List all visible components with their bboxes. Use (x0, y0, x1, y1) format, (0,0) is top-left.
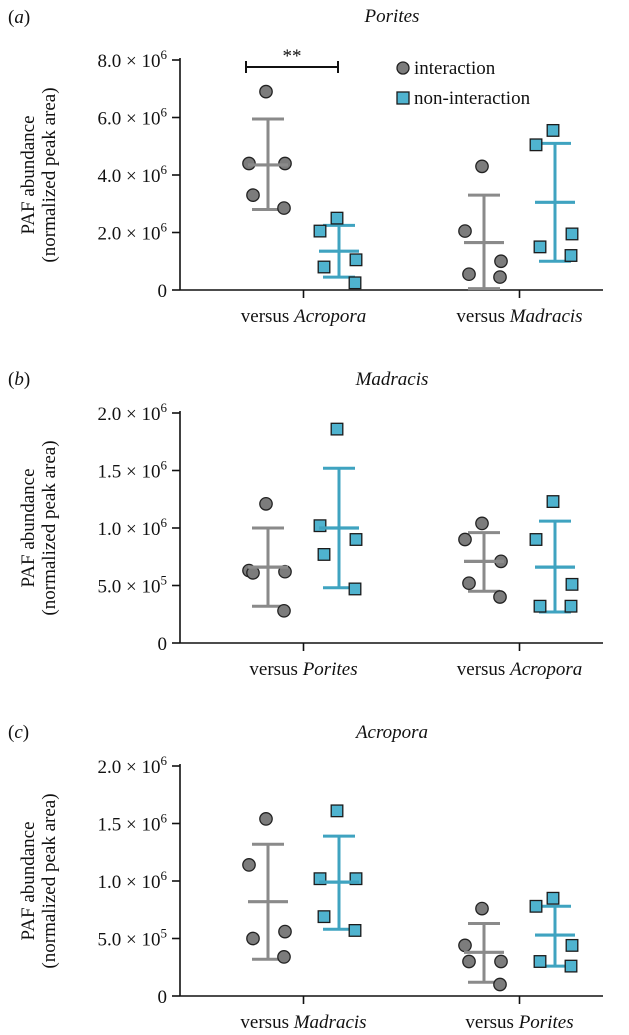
data-point (533, 599, 547, 613)
data-point (494, 954, 508, 969)
y-axis-label: PAF abundance (18, 115, 39, 234)
data-point (533, 240, 547, 254)
x-tick-label: versus Madracis (240, 1012, 366, 1033)
y-tick-label: 4.0 × 106 (98, 162, 168, 187)
data-point (564, 249, 578, 262)
chart-title: Porites (364, 6, 420, 27)
data-point (546, 891, 560, 905)
data-point (317, 910, 331, 924)
y-tick-label: 1.0 × 106 (98, 868, 168, 893)
data-point (565, 227, 579, 241)
data-point (277, 950, 291, 964)
data-point (546, 123, 560, 137)
data-point (313, 872, 327, 886)
y-tick-label: 0 (158, 634, 168, 655)
data-point (494, 254, 508, 269)
data-point (462, 267, 476, 282)
y-tick-label: 5.0 × 105 (98, 573, 167, 598)
data-point (349, 253, 363, 267)
y-tick-label: 2.0 × 106 (98, 400, 168, 425)
data-point (458, 532, 472, 547)
data-point (458, 224, 472, 238)
chart-title: Madracis (355, 369, 429, 390)
data-point (475, 159, 489, 174)
data-point (242, 858, 256, 872)
data-point (246, 931, 260, 946)
data-point (493, 590, 507, 604)
x-tick-label: versus Acropora (241, 306, 366, 327)
data-point (349, 872, 363, 886)
data-point (458, 938, 472, 953)
y-tick-label: 6.0 × 106 (98, 105, 168, 130)
data-point (529, 899, 543, 913)
data-point (313, 519, 327, 533)
data-point (330, 804, 344, 818)
data-point (313, 224, 327, 238)
x-tick-label: versus Madracis (456, 306, 582, 327)
data-point (564, 599, 578, 613)
y-tick-label: 1.0 × 106 (98, 515, 168, 540)
y-axis-label-units: (normalized peak area) (39, 440, 60, 615)
x-tick-label: versus Porites (249, 659, 357, 680)
legend-marker-non-interaction (396, 91, 410, 105)
legend-label: non-interaction (414, 88, 531, 109)
data-point (317, 260, 331, 274)
data-point (546, 495, 560, 509)
data-point (462, 576, 476, 591)
data-point (529, 533, 543, 546)
data-point (348, 582, 362, 596)
significance-label: ** (283, 46, 302, 67)
data-point (330, 211, 344, 225)
data-point (564, 959, 578, 973)
panel-b: (b) Madracis PAF abundance (normalized peak… (8, 369, 603, 680)
y-tick-label: 0 (158, 987, 168, 1008)
data-point (259, 84, 273, 99)
data-point (565, 938, 579, 952)
data-point (493, 977, 507, 992)
x-tick-label: versus Acropora (457, 659, 582, 680)
panel-label: (a) (8, 7, 30, 28)
legend-label: interaction (414, 58, 496, 79)
data-point (317, 548, 331, 561)
y-tick-label: 5.0 × 105 (98, 926, 167, 951)
data-point (246, 188, 260, 202)
panel-label: (c) (8, 722, 29, 743)
data-point (277, 201, 291, 215)
data-point (348, 276, 362, 290)
data-point (565, 577, 579, 591)
x-tick-label: versus Porites (465, 1012, 573, 1033)
panel-label: (b) (8, 369, 30, 390)
legend-marker-interaction (396, 61, 410, 75)
y-axis-label: PAF abundance (18, 821, 39, 940)
panel-c: (c) Acropora PAF abundance (normalized peak… (8, 722, 603, 1033)
data-point (462, 954, 476, 969)
data-point (330, 422, 344, 436)
y-tick-label: 2.0 × 106 (98, 220, 168, 245)
data-point (475, 901, 489, 916)
data-point (278, 924, 292, 939)
data-point (348, 924, 362, 937)
data-point (259, 496, 273, 511)
y-axis-label-units: (normalized peak area) (39, 793, 60, 968)
y-tick-label: 2.0 × 106 (98, 753, 168, 778)
data-point (475, 516, 489, 531)
chart-title: Acropora (354, 722, 428, 743)
data-point (259, 812, 273, 826)
data-point (277, 603, 291, 618)
data-point (493, 270, 507, 284)
y-tick-label: 8.0 × 106 (98, 47, 168, 72)
y-tick-label: 1.5 × 106 (98, 458, 168, 483)
data-point (529, 138, 543, 152)
data-point (349, 533, 363, 546)
y-tick-label: 1.5 × 106 (98, 811, 168, 836)
y-axis-label-units: (normalized peak area) (39, 87, 60, 262)
panel-a: (a) Porites PAF abundance (normalized peak … (8, 6, 603, 327)
y-axis-label: PAF abundance (18, 468, 39, 587)
data-point (533, 955, 547, 968)
y-tick-label: 0 (158, 281, 168, 302)
